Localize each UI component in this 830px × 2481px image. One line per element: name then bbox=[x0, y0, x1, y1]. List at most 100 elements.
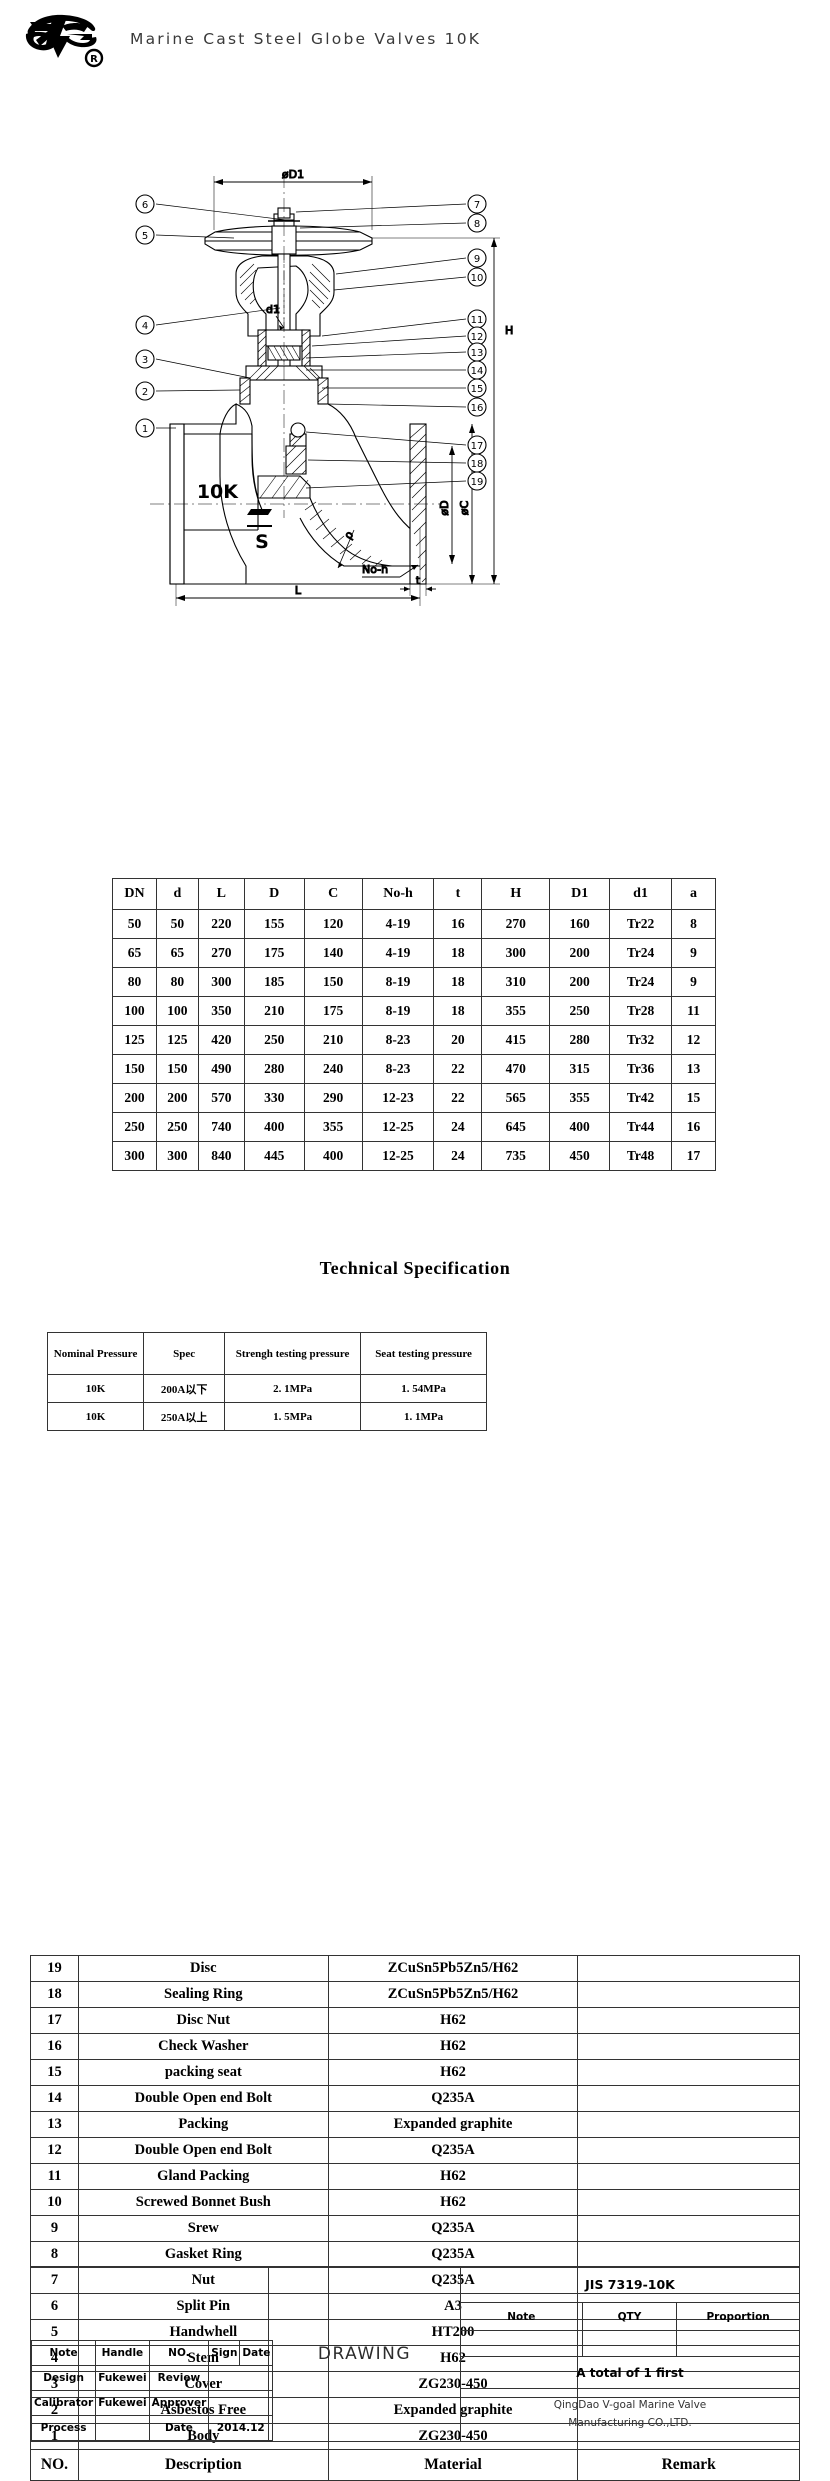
dimension-cell: 200 bbox=[549, 967, 611, 997]
parts-row: 19 Disc ZCuSn5Pb5Zn5/H62 bbox=[30, 1955, 800, 1982]
dimension-cell: 200 bbox=[549, 938, 611, 968]
dimension-row: 300 300 840 445 400 12-25 24 735 450 Tr48 17 bbox=[112, 1141, 716, 1171]
parts-cell: 10 bbox=[30, 2189, 79, 2216]
dimension-cell: 4-19 bbox=[361, 909, 435, 939]
balloon-right-16: 16 bbox=[467, 397, 487, 417]
dimension-cell: 300 bbox=[197, 967, 245, 997]
signature-cell: Approver bbox=[148, 2390, 210, 2416]
signature-cell: Process bbox=[30, 2415, 97, 2441]
dimension-cell: 80 bbox=[112, 967, 157, 997]
dimension-cell: 350 bbox=[197, 996, 245, 1026]
svg-text:15: 15 bbox=[471, 384, 484, 395]
dimension-cell: 16 bbox=[671, 1112, 716, 1142]
parts-row: 9 Srew Q235A bbox=[30, 2215, 800, 2242]
parts-cell bbox=[577, 2423, 800, 2450]
dimension-cell: Tr42 bbox=[609, 1083, 673, 1113]
parts-cell: Disc bbox=[77, 1955, 329, 1982]
dimension-cell: 400 bbox=[243, 1112, 305, 1142]
tech-col-header: Strengh testing pressure bbox=[224, 1332, 362, 1375]
balloon-right-12: 12 bbox=[467, 326, 487, 346]
signature-header-cell: NO. bbox=[148, 2340, 210, 2366]
balloon-left-4: 4 bbox=[135, 315, 155, 335]
dimension-cell: 8-23 bbox=[361, 1025, 435, 1055]
parts-row: 14 Double Open end Bolt Q235A bbox=[30, 2085, 800, 2112]
parts-row: 18 Sealing Ring ZCuSn5Pb5Zn5/H62 bbox=[30, 1981, 800, 2008]
parts-cell bbox=[577, 2189, 800, 2216]
signature-cell bbox=[208, 2390, 274, 2416]
dimension-cell: 150 bbox=[155, 1054, 199, 1084]
parts-cell: ZCuSn5Pb5Zn5/H62 bbox=[327, 1981, 579, 2008]
signature-header-cell: Date bbox=[239, 2340, 274, 2366]
parts-cell bbox=[577, 2085, 800, 2112]
svg-text:d1: d1 bbox=[266, 303, 280, 316]
balloon-left-6: 6 bbox=[135, 194, 155, 214]
dimension-cell: Tr24 bbox=[609, 967, 673, 997]
parts-cell: Check Washer bbox=[77, 2033, 329, 2060]
svg-text:14: 14 bbox=[471, 366, 484, 377]
company-name: QingDao V-goal Marine Valve Manufacturin… bbox=[461, 2389, 799, 2441]
parts-row: 10 Screwed Bonnet Bush H62 bbox=[30, 2189, 800, 2216]
svg-text:øD1: øD1 bbox=[282, 168, 304, 181]
parts-row: 6 Split Pin A3 bbox=[30, 2293, 800, 2320]
parts-cell: Q235A bbox=[327, 2085, 579, 2112]
dimension-cell: 4-19 bbox=[361, 938, 435, 968]
dimension-cell: 22 bbox=[433, 1054, 483, 1084]
tech-cell: 2. 1MPa bbox=[224, 1374, 362, 1403]
dimension-cell: 100 bbox=[112, 996, 157, 1026]
parts-cell: Q235A bbox=[327, 2215, 579, 2242]
dimension-cell: 210 bbox=[243, 996, 305, 1026]
qty-value-proportion bbox=[677, 2331, 799, 2356]
dimension-cell: 120 bbox=[303, 909, 363, 939]
svg-text:1: 1 bbox=[142, 424, 148, 435]
dimension-cell: 420 bbox=[197, 1025, 245, 1055]
svg-text:7: 7 bbox=[474, 200, 480, 211]
dimension-cell: 355 bbox=[303, 1112, 363, 1142]
parts-cell bbox=[577, 2033, 800, 2060]
dimension-cell: 270 bbox=[481, 909, 551, 939]
dimension-table-container: DN d L D C No-h t H D1 d1 a 50 50 220 155 120 4-19 16 270… bbox=[112, 878, 716, 1171]
dimension-cell: 210 bbox=[303, 1025, 363, 1055]
company-line-1: QingDao V-goal Marine Valve bbox=[553, 2399, 707, 2412]
qty-header-row: Note QTY Proportion bbox=[461, 2303, 799, 2331]
qty-header-qty: QTY bbox=[583, 2303, 678, 2330]
svg-text:8: 8 bbox=[474, 219, 480, 230]
dimension-cell: 840 bbox=[197, 1141, 245, 1171]
parts-cell bbox=[577, 2111, 800, 2138]
svg-text:6: 6 bbox=[142, 200, 148, 211]
parts-cell: 13 bbox=[30, 2111, 79, 2138]
balloon-right-7: 7 bbox=[467, 194, 487, 214]
parts-cell bbox=[577, 1981, 800, 2008]
parts-cell: 16 bbox=[30, 2033, 79, 2060]
dimension-cell: 175 bbox=[243, 938, 305, 968]
parts-row: 11 Gland Packing H62 bbox=[30, 2163, 800, 2190]
parts-cell bbox=[577, 2163, 800, 2190]
dimension-cell: 8-23 bbox=[361, 1054, 435, 1084]
drawing-label: DRAWING bbox=[269, 2267, 461, 2441]
dimension-cell: Tr44 bbox=[609, 1112, 673, 1142]
dimension-col-d1: D1 bbox=[549, 878, 611, 910]
parts-cell: H62 bbox=[327, 2189, 579, 2216]
dimension-col-no-h: No-h bbox=[361, 878, 435, 910]
parts-cell: 19 bbox=[30, 1955, 79, 1982]
dimension-col-dn: DN bbox=[112, 878, 157, 910]
pressure-class-mark: 10K bbox=[197, 481, 239, 503]
dimension-cell: 400 bbox=[303, 1141, 363, 1171]
parts-col-header: NO. bbox=[30, 2449, 79, 2481]
signature-header-row: Note Handle NO. Sign Date bbox=[30, 2340, 274, 2366]
dimension-cell: 18 bbox=[433, 967, 483, 997]
parts-cell: ZCuSn5Pb5Zn5/H62 bbox=[327, 1955, 579, 1982]
parts-cell: 17 bbox=[30, 2007, 79, 2034]
dimension-cell: 12-23 bbox=[361, 1083, 435, 1113]
parts-cell: Double Open end Bolt bbox=[77, 2137, 329, 2164]
svg-text:19: 19 bbox=[471, 477, 484, 488]
dimension-cell: 355 bbox=[481, 996, 551, 1026]
dimension-cell: 445 bbox=[243, 1141, 305, 1171]
svg-text:9: 9 bbox=[474, 254, 480, 265]
dimension-cell: 22 bbox=[433, 1083, 483, 1113]
tech-row: 10K 200A以下 2. 1MPa 1. 54MPa bbox=[46, 1374, 487, 1403]
balloon-left-1: 1 bbox=[135, 418, 155, 438]
parts-cell: Q235A bbox=[327, 2241, 579, 2268]
signature-cell: Calibrator bbox=[30, 2390, 97, 2416]
dimension-row: 125 125 420 250 210 8-23 20 415 280 Tr32 12 bbox=[112, 1025, 716, 1055]
dimension-cell: 200 bbox=[155, 1083, 199, 1113]
